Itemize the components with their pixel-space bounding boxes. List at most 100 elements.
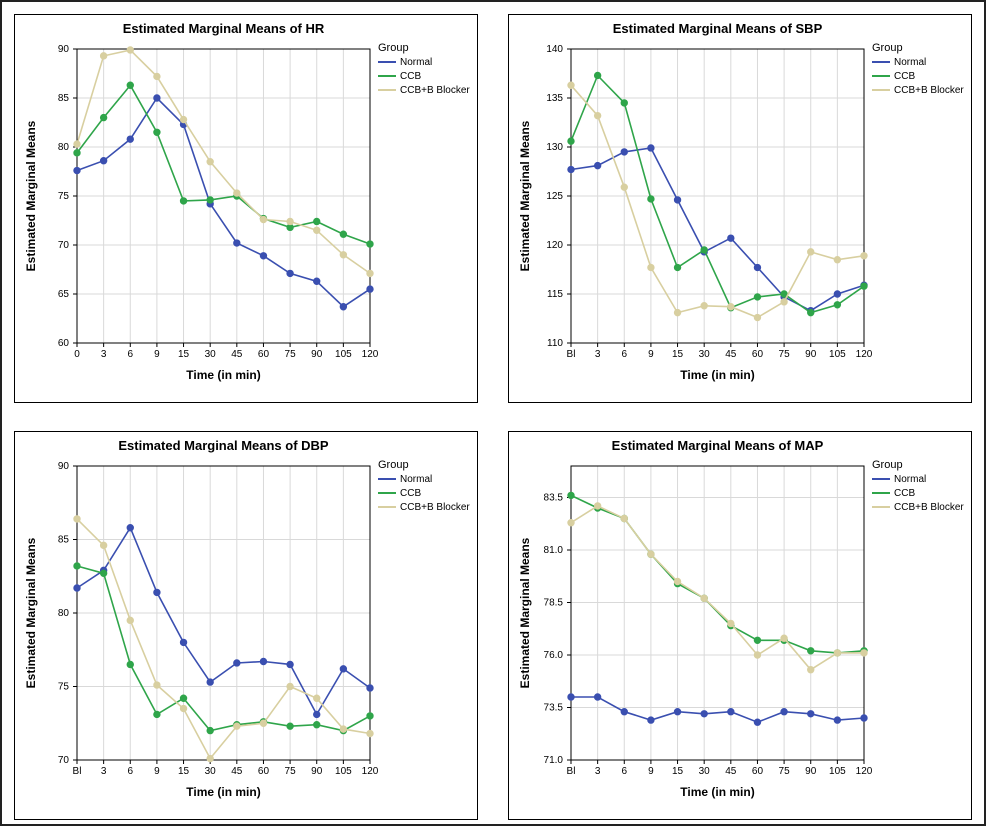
x-tick-label: 3 [595, 766, 601, 777]
chart-panel-map: Estimated Marginal Means of MAP71.073.57… [508, 431, 972, 820]
series-marker [287, 218, 293, 224]
chart-panel-sbp: Estimated Marginal Means of SBP110115120… [508, 14, 972, 403]
series-marker [314, 722, 320, 728]
series-marker [834, 302, 840, 308]
series-marker [594, 503, 600, 509]
series-marker [367, 730, 373, 736]
series-marker [314, 218, 320, 224]
series-marker [314, 278, 320, 284]
series-marker [260, 720, 266, 726]
series-marker [754, 264, 760, 270]
chart-title: Estimated Marginal Means of MAP [612, 438, 824, 453]
x-tick-label: 120 [856, 766, 873, 777]
series-marker [568, 694, 574, 700]
x-axis-label: Time (in min) [680, 785, 754, 799]
series-marker [621, 100, 627, 106]
legend-label: CCB+B Blocker [400, 85, 470, 96]
series-marker [728, 620, 734, 626]
series-marker [367, 685, 373, 691]
series-marker [621, 709, 627, 715]
y-axis-label: Estimated Marginal Means [518, 537, 532, 688]
series-marker [861, 650, 867, 656]
series-marker [701, 711, 707, 717]
series-marker [568, 520, 574, 526]
series-marker [834, 291, 840, 297]
series-marker [701, 303, 707, 309]
y-tick-label: 135 [546, 93, 563, 104]
x-tick-label: 120 [362, 766, 379, 777]
legend-label: CCB+B Blocker [400, 502, 470, 513]
x-tick-label: 6 [621, 349, 627, 360]
series-marker [861, 253, 867, 259]
x-tick-label: 15 [178, 766, 190, 777]
series-marker [100, 53, 106, 59]
series-marker [754, 719, 760, 725]
x-tick-label: 105 [829, 766, 846, 777]
series-marker [861, 715, 867, 721]
x-tick-label: 60 [258, 349, 270, 360]
y-tick-label: 120 [546, 240, 563, 251]
series-marker [754, 637, 760, 643]
series-marker [754, 314, 760, 320]
series-marker [100, 158, 106, 164]
series-marker [74, 141, 80, 147]
series-marker [154, 711, 160, 717]
x-tick-label: 45 [725, 766, 737, 777]
series-marker [674, 264, 680, 270]
y-tick-label: 83.5 [544, 493, 564, 504]
x-tick-label: 9 [154, 349, 160, 360]
legend-label: CCB+B Blocker [894, 85, 964, 96]
series-marker [648, 264, 654, 270]
series-marker [100, 570, 106, 576]
y-tick-label: 90 [58, 44, 70, 55]
series-marker [180, 695, 186, 701]
y-tick-label: 65 [58, 289, 70, 300]
series-marker [207, 755, 213, 761]
series-marker [781, 635, 787, 641]
series-marker [287, 723, 293, 729]
chart-panel-hr: Estimated Marginal Means of HR6065707580… [14, 14, 478, 403]
y-tick-label: 115 [547, 289, 563, 300]
series-marker [367, 241, 373, 247]
legend-label: Normal [400, 57, 432, 68]
x-tick-label: 30 [205, 766, 217, 777]
x-tick-label: 60 [258, 766, 270, 777]
x-tick-label: 3 [101, 349, 107, 360]
x-tick-label: 120 [362, 349, 379, 360]
x-axis-label: Time (in min) [186, 368, 260, 382]
x-tick-label: 90 [805, 349, 817, 360]
y-axis-label: Estimated Marginal Means [518, 120, 532, 271]
legend-title: Group [378, 459, 409, 471]
series-marker [594, 72, 600, 78]
x-tick-label: 30 [205, 349, 217, 360]
x-tick-label: 90 [311, 766, 323, 777]
series-marker [648, 145, 654, 151]
y-tick-label: 70 [58, 755, 70, 766]
series-marker [568, 82, 574, 88]
x-tick-label: 75 [779, 766, 791, 777]
x-tick-label: 45 [231, 349, 243, 360]
series-marker [568, 138, 574, 144]
series-marker [74, 150, 80, 156]
x-tick-label: 3 [595, 349, 601, 360]
series-marker [340, 231, 346, 237]
legend-label: CCB [400, 71, 421, 82]
x-tick-label: 105 [829, 349, 846, 360]
series-marker [781, 299, 787, 305]
series-marker [207, 727, 213, 733]
series-marker [674, 709, 680, 715]
series-marker [154, 129, 160, 135]
series-marker [674, 578, 680, 584]
series-marker [340, 666, 346, 672]
series-marker [621, 149, 627, 155]
series-marker [74, 167, 80, 173]
series-marker [234, 190, 240, 196]
series-marker [74, 585, 80, 591]
series-marker [100, 542, 106, 548]
x-tick-label: 0 [74, 349, 80, 360]
series-marker [180, 705, 186, 711]
series-marker [260, 216, 266, 222]
y-tick-label: 90 [58, 461, 70, 472]
series-marker [808, 648, 814, 654]
series-marker [180, 639, 186, 645]
